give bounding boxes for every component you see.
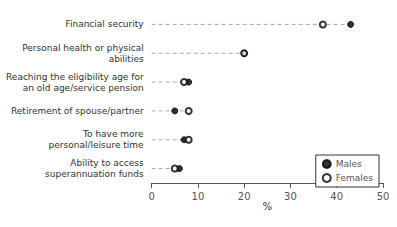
svg-text:Personal health or physical: Personal health or physical bbox=[22, 43, 143, 53]
svg-text:Females: Females bbox=[336, 173, 374, 183]
svg-text:Financial security: Financial security bbox=[65, 19, 144, 29]
svg-text:Males: Males bbox=[336, 159, 362, 169]
svg-text:abilities: abilities bbox=[109, 54, 144, 64]
svg-text:an old age/service pension: an old age/service pension bbox=[23, 83, 144, 93]
svg-text:50: 50 bbox=[377, 191, 390, 202]
svg-text:20: 20 bbox=[238, 191, 251, 202]
svg-text:To have more: To have more bbox=[82, 129, 144, 139]
svg-text:30: 30 bbox=[284, 191, 297, 202]
svg-text:Retirement of spouse/partner: Retirement of spouse/partner bbox=[11, 106, 144, 116]
svg-text:Reaching the eligibility age f: Reaching the eligibility age for bbox=[6, 72, 144, 82]
svg-text:personal/leisure time: personal/leisure time bbox=[49, 140, 145, 150]
svg-text:Ability to access: Ability to access bbox=[70, 158, 144, 168]
svg-text:0: 0 bbox=[148, 191, 154, 202]
svg-text:10: 10 bbox=[192, 191, 205, 202]
svg-text:%: % bbox=[263, 201, 273, 212]
svg-text:40: 40 bbox=[330, 191, 343, 202]
svg-text:superannuation funds: superannuation funds bbox=[45, 169, 144, 179]
